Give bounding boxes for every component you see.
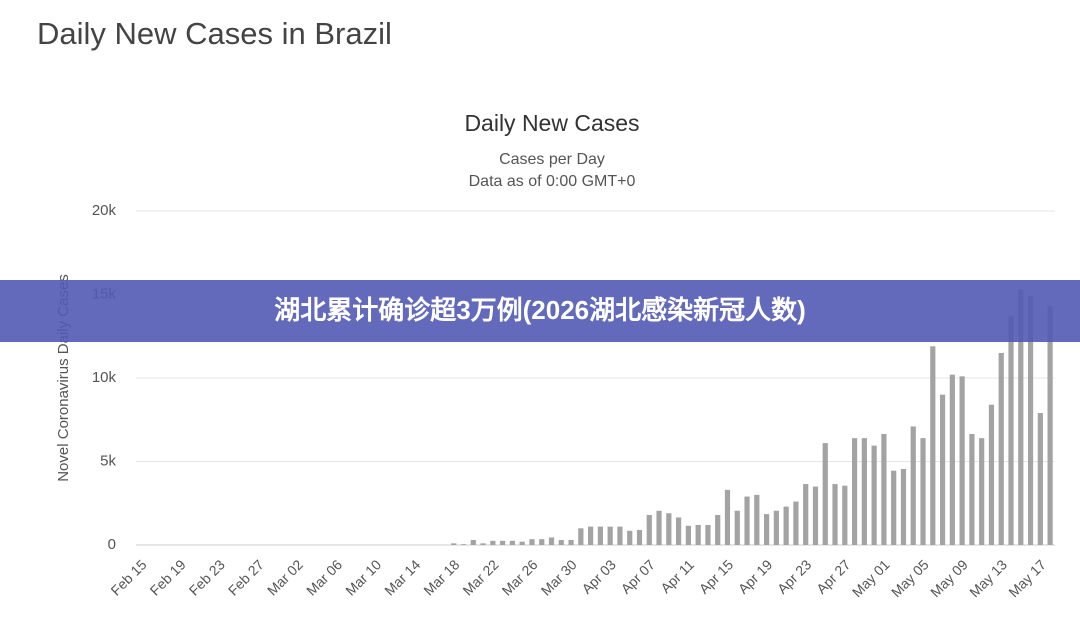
bar: [930, 346, 936, 545]
x-tick-label: May 13: [966, 556, 1010, 600]
bar: [519, 541, 525, 545]
banner-background: [0, 280, 1080, 342]
x-tick-label: Mar 30: [538, 556, 580, 598]
bar: [891, 470, 897, 545]
bar: [490, 540, 496, 545]
bar: [656, 510, 662, 545]
x-tick-label: Apr 03: [578, 556, 619, 597]
bar: [676, 517, 682, 545]
chart-subtitle: Data as of 0:00 GMT+0: [469, 173, 636, 190]
bar: [763, 514, 770, 545]
bar: [783, 506, 789, 545]
bar: [734, 510, 740, 545]
y-tick-label: 20k: [92, 202, 117, 219]
x-tick-label: Apr 07: [618, 556, 659, 597]
bar: [851, 438, 858, 545]
x-tick-label: Feb 27: [225, 556, 267, 598]
bar: [832, 484, 838, 545]
x-tick-label: May 05: [888, 556, 932, 600]
bar: [998, 352, 1004, 545]
x-tick-label: Mar 26: [499, 556, 541, 598]
x-tick-label: May 09: [927, 556, 971, 600]
x-tick-label: Mar 14: [381, 556, 423, 598]
bar: [548, 537, 555, 545]
bar: [636, 529, 643, 545]
bar: [588, 526, 594, 545]
bar: [1047, 306, 1053, 545]
bar: [1027, 296, 1034, 545]
bar: [871, 445, 877, 545]
x-tick-label: Mar 22: [459, 556, 501, 598]
bar: [597, 526, 603, 545]
bar: [460, 544, 467, 545]
y-tick-label: 5k: [100, 452, 116, 469]
bar: [1018, 289, 1024, 545]
x-tick-label: Apr 23: [774, 556, 815, 597]
bar: [861, 438, 867, 545]
bar: [646, 514, 652, 545]
bar: [705, 524, 711, 545]
bar: [988, 404, 995, 545]
bar: [822, 443, 828, 545]
bar: [842, 485, 848, 545]
y-tick-label: 10k: [92, 369, 117, 386]
bar: [685, 525, 691, 545]
bar: [803, 484, 809, 545]
x-tick-label: Apr 11: [657, 556, 697, 596]
bar: [451, 543, 457, 545]
x-tick-label: Mar 10: [342, 556, 384, 598]
x-tick-label: Feb 23: [186, 556, 228, 598]
bar: [500, 540, 506, 545]
x-tick-label: Feb 19: [147, 556, 189, 598]
x-tick-label: Apr 27: [813, 556, 854, 597]
x-tick-label: Mar 18: [420, 556, 462, 598]
bar: [568, 539, 574, 545]
bar: [979, 438, 985, 545]
bar: [900, 469, 907, 545]
chart-title: Daily New Cases: [464, 110, 639, 136]
bar: [812, 486, 819, 545]
bar: [539, 539, 545, 545]
x-tick-label: May 01: [849, 556, 893, 600]
x-tick-label: Feb 15: [107, 556, 149, 598]
bar: [744, 496, 750, 545]
bar: [617, 526, 623, 545]
bar: [578, 528, 584, 545]
bar: [939, 394, 946, 545]
bar: [959, 376, 965, 545]
x-tick-label: May 17: [1005, 556, 1049, 600]
bar: [773, 510, 779, 545]
bar: [607, 526, 613, 545]
bar: [529, 539, 535, 545]
bar: [1008, 316, 1014, 545]
bar: [627, 530, 633, 545]
bar: [695, 524, 701, 545]
bar: [715, 514, 721, 545]
bar: [881, 433, 887, 545]
x-tick-label: Mar 06: [303, 556, 345, 598]
x-tick-label: Apr 19: [735, 556, 776, 597]
bar: [910, 426, 916, 545]
bar: [480, 543, 486, 545]
bar: [470, 539, 476, 545]
bar: [558, 539, 564, 545]
bar: [724, 489, 731, 545]
chart-subtitle: Cases per Day: [499, 151, 605, 168]
x-tick-label: Mar 02: [264, 556, 306, 598]
bar: [920, 438, 926, 545]
bar: [793, 501, 799, 545]
y-tick-label: 0: [108, 536, 116, 553]
bar: [666, 513, 672, 545]
bar: [509, 540, 515, 545]
x-tick-label: Apr 15: [696, 556, 737, 597]
bar: [754, 494, 760, 545]
banner-text: 湖北累计确诊超3万例(2026湖北感染新冠人数): [274, 295, 806, 325]
bar: [1037, 413, 1043, 545]
bar: [969, 433, 975, 545]
bar: [949, 374, 955, 545]
page-title: Daily New Cases in Brazil: [37, 16, 392, 51]
